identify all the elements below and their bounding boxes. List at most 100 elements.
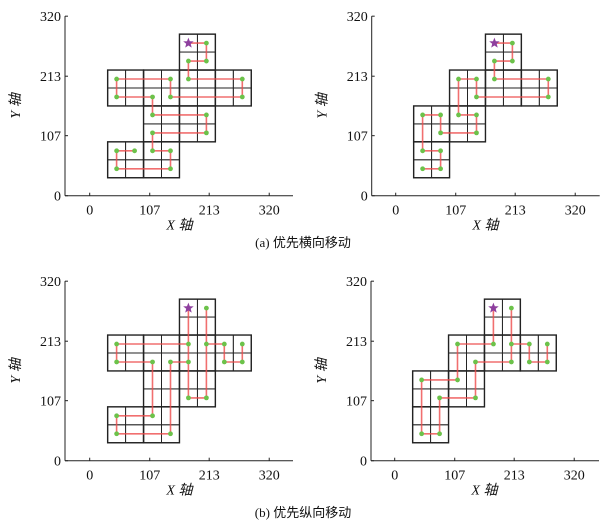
x-axis-label: X 轴 xyxy=(471,218,500,234)
waypoint-dot xyxy=(221,341,227,347)
waypoint-dot xyxy=(526,341,532,347)
waypoint-dot xyxy=(544,359,550,365)
waypoint-dot xyxy=(114,431,120,437)
waypoint-dot xyxy=(508,305,514,311)
grid-block xyxy=(519,334,557,372)
waypoint-dot xyxy=(114,76,120,82)
waypoint-dot xyxy=(203,112,209,118)
waypoint-dot xyxy=(203,305,209,311)
x-tick-label: 213 xyxy=(504,469,525,484)
y-tick-label: 213 xyxy=(40,335,61,350)
y-tick-label: 213 xyxy=(347,70,368,85)
coverage-path xyxy=(187,308,208,399)
grid-block xyxy=(214,334,252,372)
y-axis-label: Y 轴 xyxy=(8,91,24,118)
y-axis-label: Y 轴 xyxy=(314,356,330,383)
waypoint-dot xyxy=(221,359,227,365)
start-star-icon xyxy=(183,37,194,48)
y-tick-label: 107 xyxy=(347,130,368,145)
waypoint-dot xyxy=(114,148,120,154)
x-tick-label: 320 xyxy=(259,204,280,219)
waypoint-dot xyxy=(437,395,442,401)
x-tick-label: 0 xyxy=(86,204,93,219)
waypoint-dot xyxy=(509,58,515,64)
waypoint-dot xyxy=(474,130,479,136)
waypoint-dot xyxy=(544,341,550,347)
waypoint-dot xyxy=(455,341,460,347)
x-tick-label: 0 xyxy=(392,204,399,219)
grid-block xyxy=(178,33,217,71)
waypoint-dot xyxy=(438,148,443,154)
waypoint-dot xyxy=(473,395,478,401)
waypoint-dot xyxy=(150,130,155,136)
waypoint-dot xyxy=(132,148,137,154)
y-axis-label: Y 轴 xyxy=(8,356,24,383)
waypoint-dot xyxy=(491,341,496,347)
y-tick-label: 213 xyxy=(346,335,367,350)
waypoint-dot xyxy=(455,377,460,383)
panel-1: 0 107 213 320 0 107 213 320 X 轴 Y 轴 xyxy=(8,10,293,234)
caption-a: (a) 优先横向移动 xyxy=(255,235,351,250)
waypoint-dot xyxy=(509,40,515,46)
start-star-icon xyxy=(183,302,194,313)
waypoint-dot xyxy=(545,76,551,82)
x-axis-label: X 轴 xyxy=(470,483,499,499)
panel-2: 0 107 213 320 0 107 213 320 X 轴 Y 轴 xyxy=(315,10,600,234)
waypoint-dot xyxy=(545,94,551,100)
waypoint-dot xyxy=(168,148,173,154)
x-tick-label: 213 xyxy=(505,204,526,219)
x-axis-label: X 轴 xyxy=(165,218,194,234)
waypoint-dot xyxy=(168,166,173,172)
start-star-icon xyxy=(489,37,500,48)
waypoint-dot xyxy=(239,94,245,100)
waypoint-dot xyxy=(438,130,443,136)
waypoint-dot xyxy=(168,359,173,365)
waypoint-dot xyxy=(203,395,209,401)
waypoint-dot xyxy=(474,94,479,100)
waypoint-dot xyxy=(420,166,426,172)
grid-block xyxy=(214,69,252,107)
caption-b: (b) 优先纵向移动 xyxy=(255,505,351,520)
waypoint-dot xyxy=(150,112,155,118)
waypoint-dot xyxy=(438,166,443,172)
x-tick-label: 107 xyxy=(445,204,466,219)
panel-4: 0 107 213 320 0 107 213 320 X 轴 Y 轴 xyxy=(314,275,599,499)
waypoint-dot xyxy=(437,431,442,437)
waypoint-dot xyxy=(168,431,173,437)
waypoint-dot xyxy=(114,341,120,347)
waypoint-dot xyxy=(203,40,209,46)
waypoint-dot xyxy=(186,359,191,365)
waypoint-dot xyxy=(456,76,461,82)
waypoint-dot xyxy=(114,94,120,100)
y-tick-label: 213 xyxy=(40,70,61,85)
coverage-path xyxy=(421,42,550,170)
waypoint-dot xyxy=(239,341,245,347)
start-star-icon xyxy=(488,302,499,313)
waypoint-dot xyxy=(419,431,425,437)
coverage-path xyxy=(115,42,244,170)
x-tick-label: 107 xyxy=(444,469,465,484)
x-tick-label: 320 xyxy=(564,469,585,484)
y-tick-label: 320 xyxy=(40,10,61,25)
grid-block xyxy=(520,69,558,107)
y-tick-label: 107 xyxy=(346,395,367,410)
waypoint-dot xyxy=(508,359,514,365)
y-axis-label: Y 轴 xyxy=(315,91,331,118)
waypoint-dot xyxy=(203,341,209,347)
x-tick-label: 320 xyxy=(259,469,280,484)
waypoint-dot xyxy=(474,112,479,118)
grid-block xyxy=(484,33,523,71)
waypoint-dot xyxy=(239,359,245,365)
waypoint-dot xyxy=(114,359,120,365)
waypoint-dot xyxy=(186,341,191,347)
panel-3: 0 107 213 320 0 107 213 320 X 轴 Y 轴 xyxy=(8,275,293,499)
waypoint-dot xyxy=(150,94,155,100)
y-tick-label: 0 xyxy=(54,455,61,470)
y-tick-label: 0 xyxy=(54,190,61,205)
waypoint-dot xyxy=(114,166,120,172)
y-tick-label: 0 xyxy=(361,190,368,205)
waypoint-dot xyxy=(473,359,478,365)
x-tick-label: 0 xyxy=(391,469,398,484)
y-tick-label: 320 xyxy=(347,10,368,25)
